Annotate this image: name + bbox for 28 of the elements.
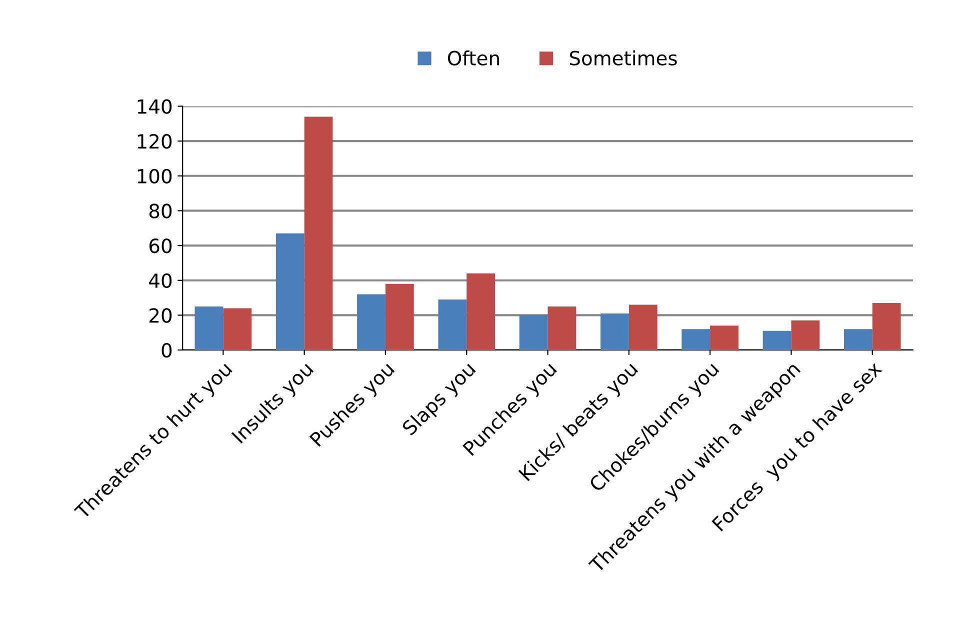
bar [872,302,901,350]
y-tick-label: 120 [138,134,172,149]
y-tick-label: 40 [149,273,172,288]
bar [628,304,658,350]
bar [548,306,576,350]
bar [466,273,496,350]
bar [385,284,414,350]
bar [194,306,224,350]
bar [438,300,467,350]
bar [844,329,872,350]
bar [762,330,792,350]
y-tick-label: 20 [150,308,172,323]
y-tick-label: 80 [149,204,172,218]
bar [223,308,252,350]
bar [304,116,333,350]
y-tick-label: 100 [138,168,172,184]
legend-label: Often [448,50,499,66]
bar [357,294,386,350]
bar [682,329,710,350]
bar [276,233,304,350]
legend-label: Sometimes [570,50,677,66]
y-tick-label: 140 [138,99,172,114]
bar [519,315,548,350]
bar [600,313,629,350]
y-tick-label: 60 [149,238,172,254]
y-tick-label: 0 [162,342,172,358]
bar [791,320,820,350]
bar [710,326,738,350]
